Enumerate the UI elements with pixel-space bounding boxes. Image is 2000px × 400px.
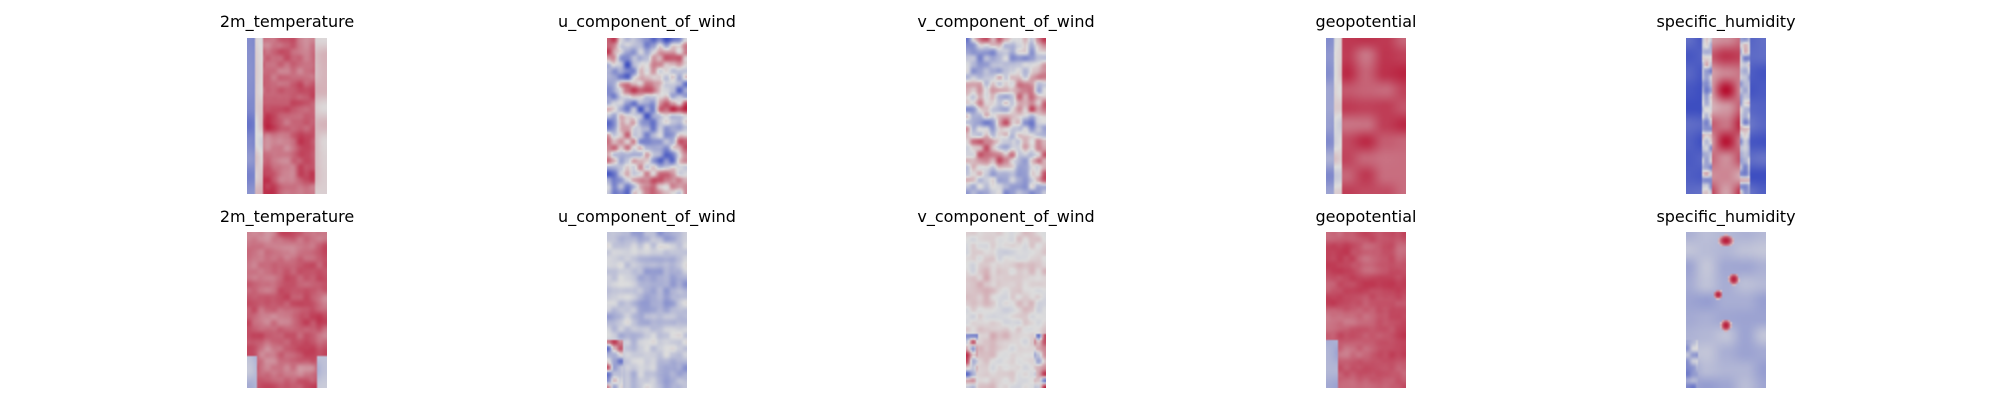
heatmap-r1-c5: [1686, 38, 1766, 194]
panel-title-r2-c4: geopotential: [1315, 207, 1417, 226]
panel-title-r1-c2: u_component_of_wind: [558, 12, 736, 31]
panel-title-r2-c2: u_component_of_wind: [558, 207, 736, 226]
heatmap-r2-c1: [247, 232, 327, 388]
heatmap-r2-c5: [1686, 232, 1766, 388]
panel-title-r2-c1: 2m_temperature: [219, 207, 355, 226]
panel-title-r1-c5: specific_humidity: [1656, 12, 1796, 31]
heatmap-r1-c1: [247, 38, 327, 194]
heatmap-r2-c3: [966, 232, 1046, 388]
heatmap-r2-c4: [1326, 232, 1406, 388]
panel-title-r2-c5: specific_humidity: [1656, 207, 1796, 226]
panel-title-r1-c4: geopotential: [1315, 12, 1417, 31]
heatmap-r1-c3: [966, 38, 1046, 194]
heatmap-r1-c2: [607, 38, 687, 194]
heatmap-r2-c2: [607, 232, 687, 388]
panel-title-r1-c3: v_component_of_wind: [917, 12, 1095, 31]
panel-title-r2-c3: v_component_of_wind: [917, 207, 1095, 226]
panel-title-r1-c1: 2m_temperature: [219, 12, 355, 31]
heatmap-r1-c4: [1326, 38, 1406, 194]
